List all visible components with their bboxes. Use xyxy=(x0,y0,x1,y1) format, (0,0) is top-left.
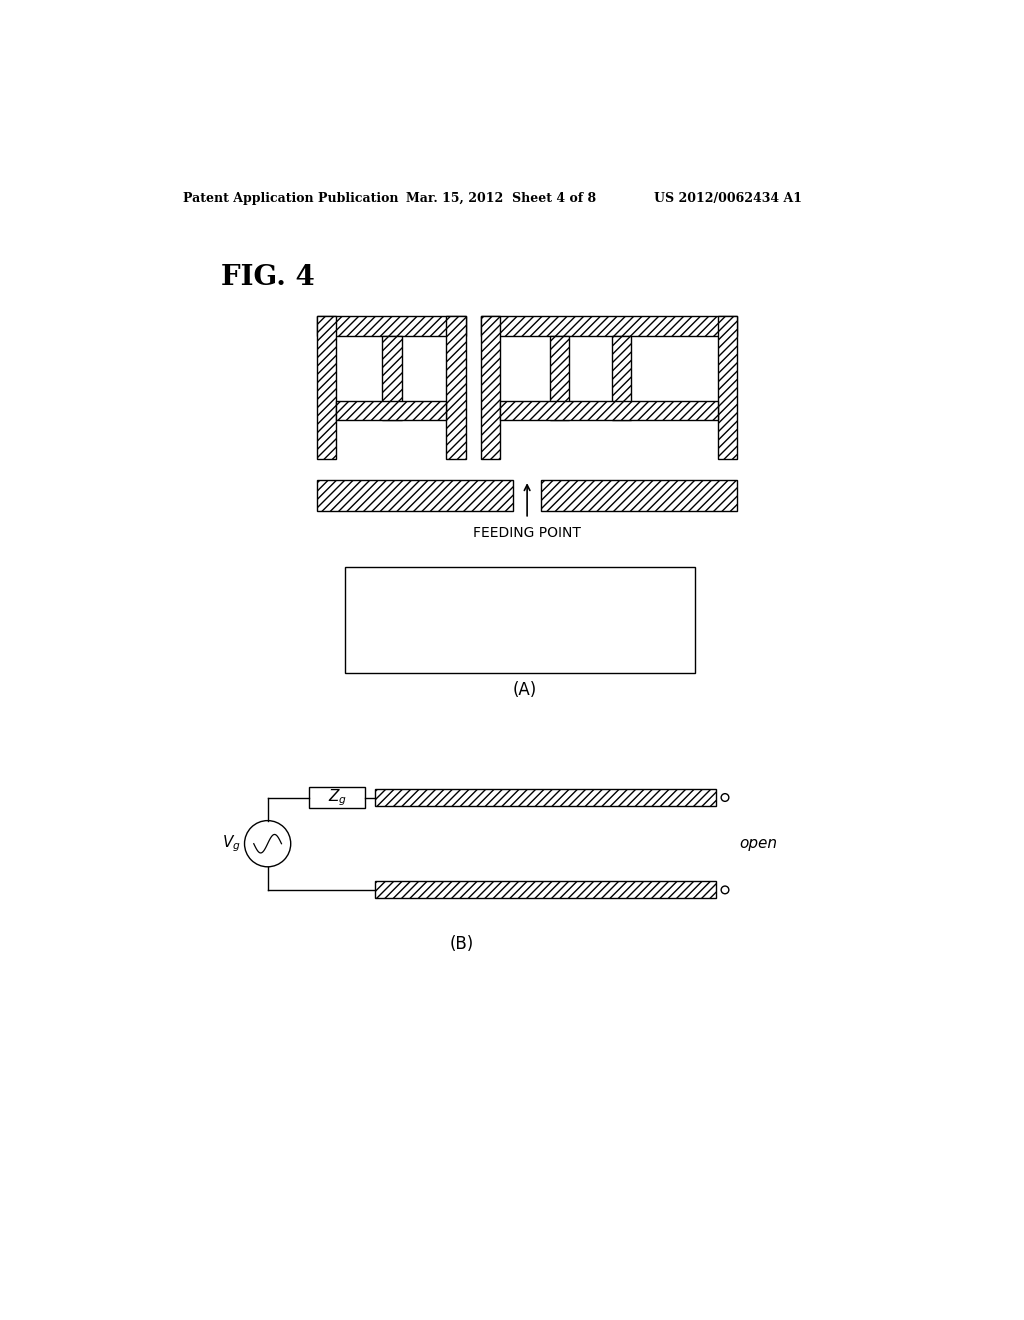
Text: Patent Application Publication: Patent Application Publication xyxy=(183,191,398,205)
Text: (B): (B) xyxy=(450,935,474,953)
Text: US 2012/0062434 A1: US 2012/0062434 A1 xyxy=(654,191,802,205)
Bar xyxy=(345,566,695,673)
Text: Mar. 15, 2012  Sheet 4 of 8: Mar. 15, 2012 Sheet 4 of 8 xyxy=(407,191,596,205)
Bar xyxy=(336,401,446,420)
Bar xyxy=(481,317,500,459)
Circle shape xyxy=(721,886,729,894)
Circle shape xyxy=(721,793,729,801)
Bar xyxy=(611,335,631,420)
Bar xyxy=(376,882,716,899)
Bar xyxy=(309,787,366,808)
Bar xyxy=(382,335,401,420)
Bar xyxy=(481,317,737,335)
Bar xyxy=(718,317,737,459)
Text: FEEDING POINT: FEEDING POINT xyxy=(473,525,581,540)
Text: (A): (A) xyxy=(513,681,537,698)
Bar xyxy=(316,480,513,511)
Bar xyxy=(550,335,569,420)
Text: $V_g$: $V_g$ xyxy=(222,833,241,854)
Text: $Z_g$: $Z_g$ xyxy=(328,787,347,808)
Text: open: open xyxy=(739,836,777,851)
Bar xyxy=(500,401,718,420)
Bar xyxy=(316,317,336,459)
Bar xyxy=(376,789,716,807)
Bar xyxy=(541,480,737,511)
Bar xyxy=(316,317,466,335)
Text: FIG. 4: FIG. 4 xyxy=(221,264,315,292)
Bar xyxy=(446,317,466,459)
